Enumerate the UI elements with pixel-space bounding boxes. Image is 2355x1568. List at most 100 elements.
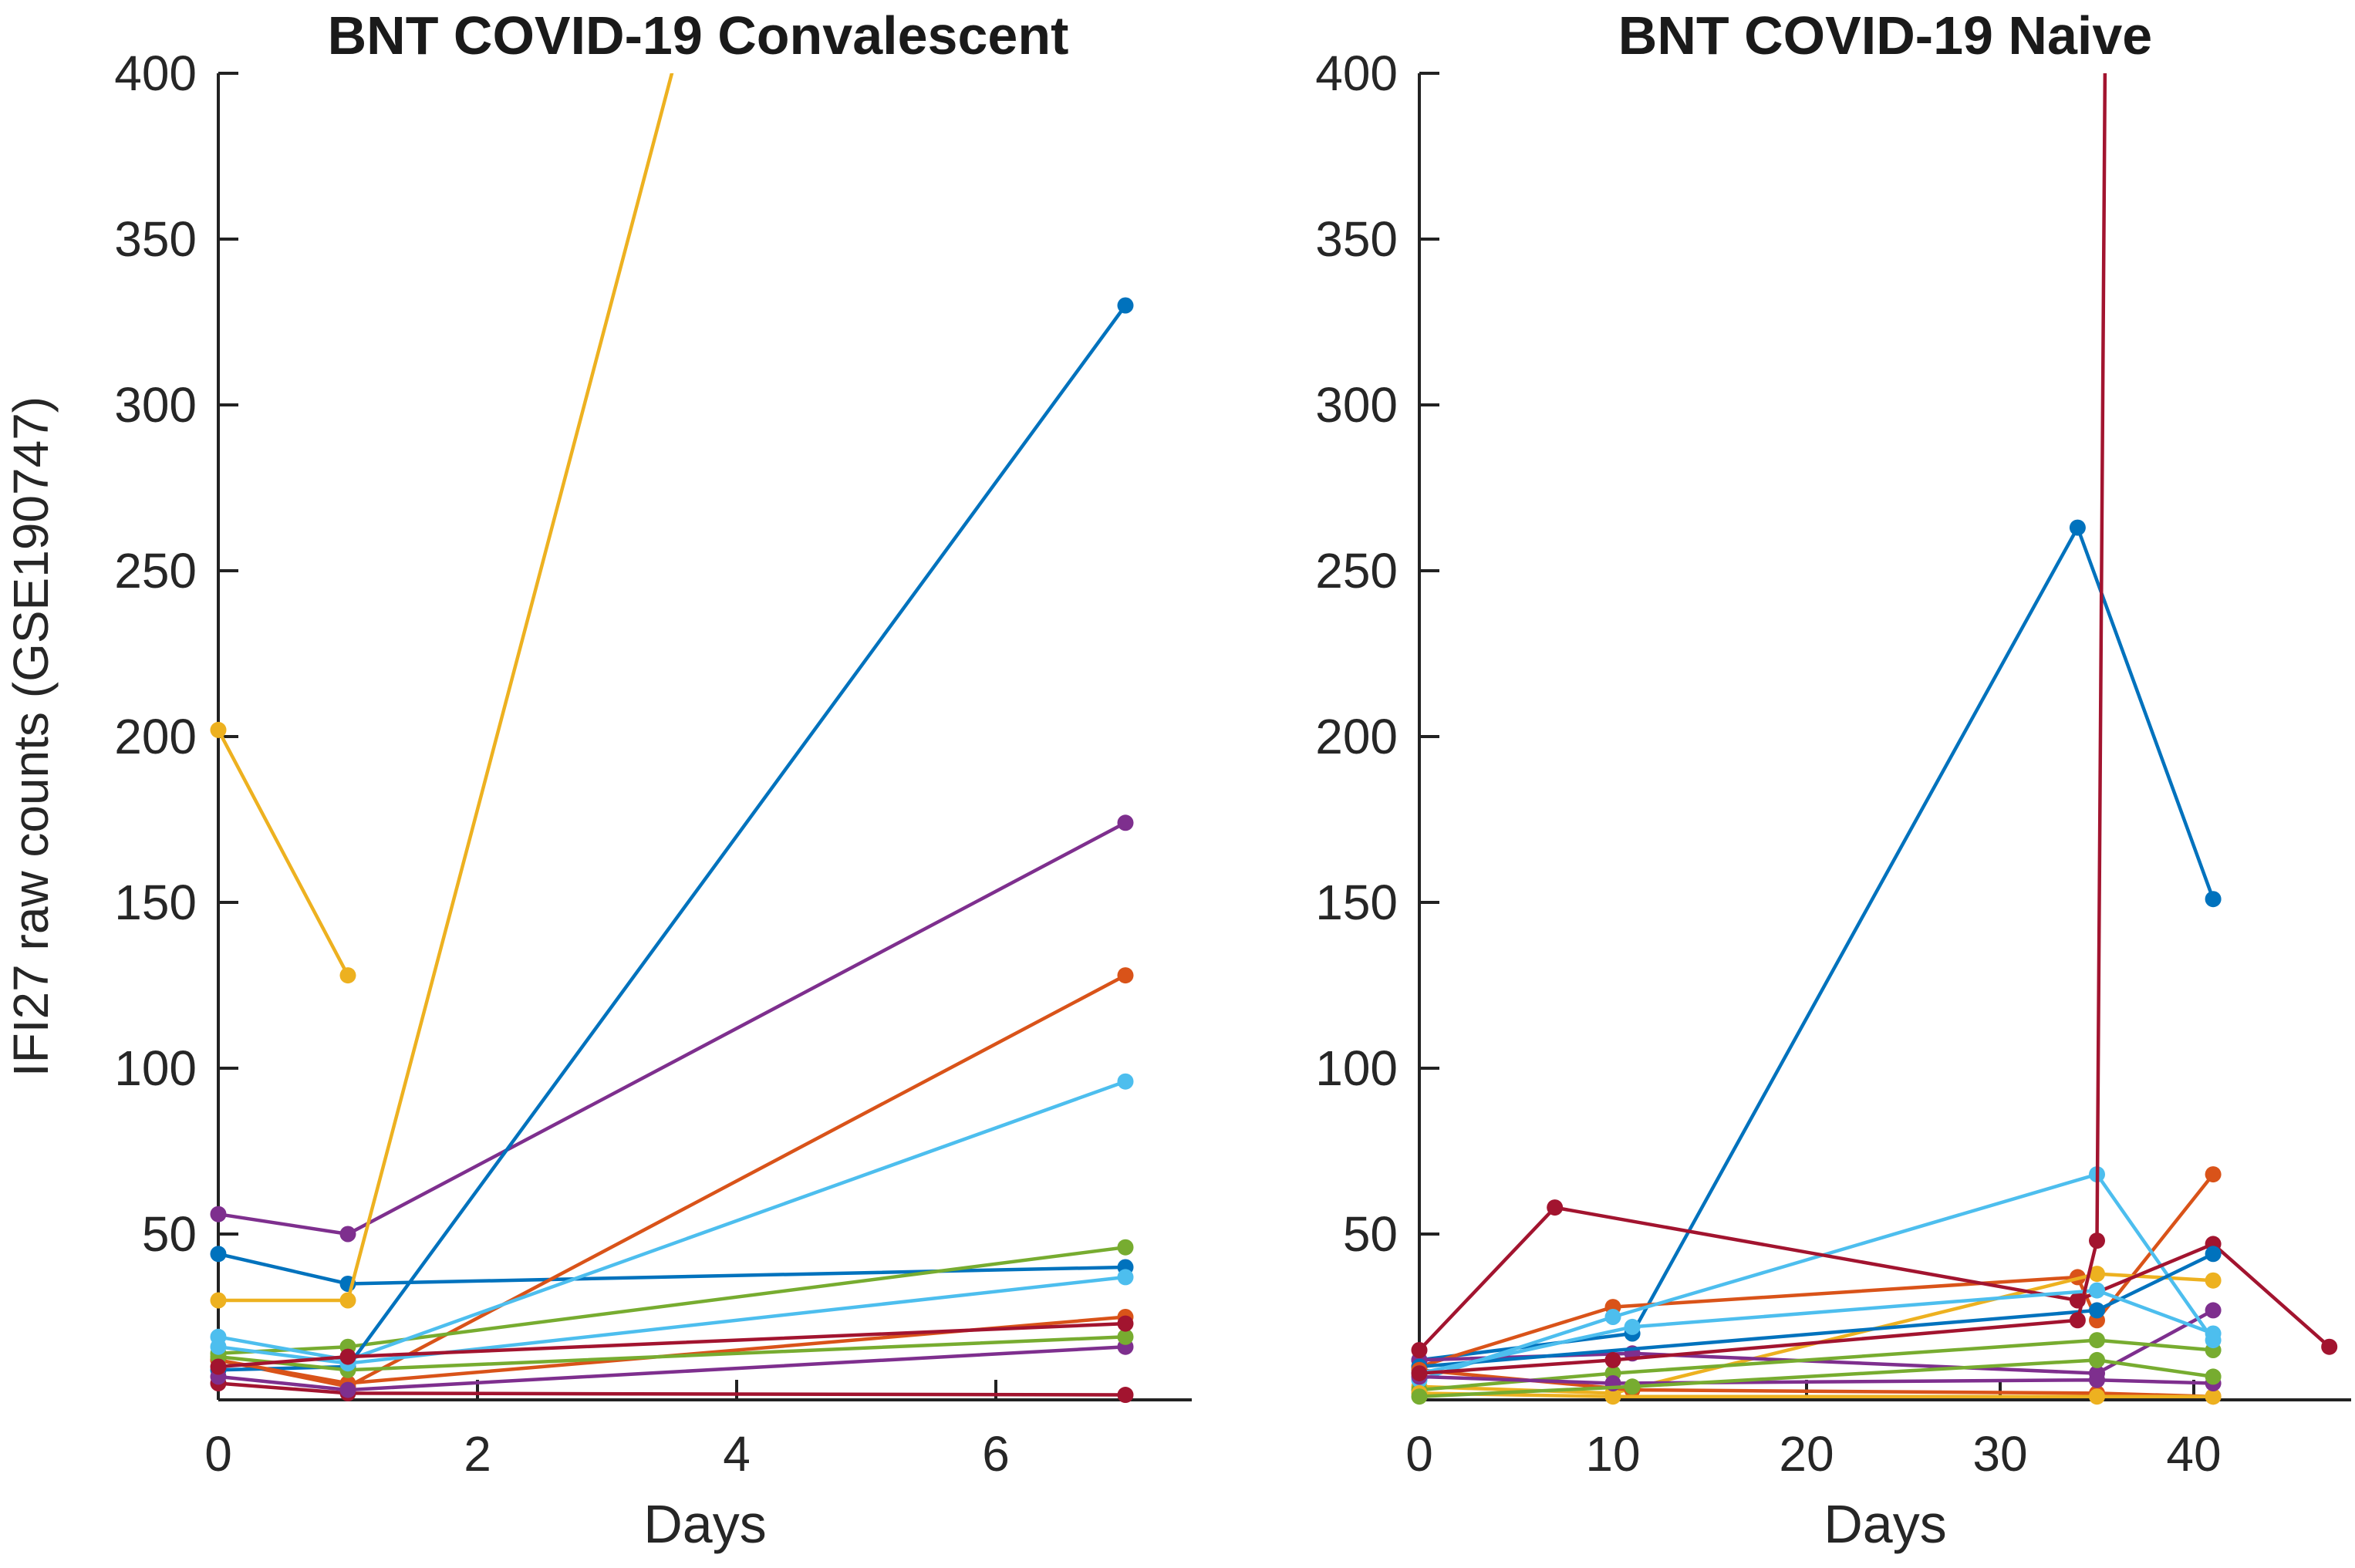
y-tick-label: 150	[114, 875, 197, 930]
series-line	[1417, 73, 2107, 1375]
y-tick-label: 50	[1343, 1206, 1398, 1262]
series-subject-10	[210, 73, 674, 1309]
series-subject-4	[210, 814, 1134, 1243]
series-line	[1417, 1172, 2215, 1382]
y-tick-label: 350	[1315, 211, 1398, 267]
series-subject-3	[210, 721, 356, 984]
data-point-marker	[1117, 967, 1134, 984]
data-point-marker	[1604, 1309, 1621, 1325]
y-tick-label: 350	[114, 211, 197, 267]
series-subject-10	[1411, 1384, 2222, 1405]
series-line	[1417, 1374, 2215, 1385]
series-line	[1417, 1358, 2215, 1398]
data-point-marker	[1624, 1318, 1641, 1335]
series-line	[216, 821, 1128, 1236]
y-tick-label: 50	[142, 1206, 197, 1262]
y-tick-label: 200	[1315, 709, 1398, 764]
x-tick-label: 30	[1972, 1426, 2027, 1482]
y-tick-label: 200	[114, 709, 197, 764]
data-point-marker	[2089, 1371, 2105, 1388]
data-point-marker	[1117, 1239, 1134, 1256]
data-point-marker	[1117, 1328, 1134, 1345]
series-subject-14	[210, 1315, 1134, 1375]
data-point-marker	[210, 721, 227, 738]
data-point-marker	[1411, 1342, 1428, 1358]
series-line	[216, 728, 350, 977]
y-axis-label: IFI27 raw counts (GSE190747)	[3, 396, 59, 1077]
x-tick-label: 4	[723, 1426, 751, 1482]
data-point-marker	[1604, 1388, 1621, 1405]
data-point-marker	[2069, 519, 2086, 536]
data-point-marker	[2321, 1338, 2338, 1355]
x-tick-label: 40	[2166, 1426, 2221, 1482]
data-point-marker	[210, 1206, 227, 1222]
y-tick-label: 250	[114, 543, 197, 599]
data-point-marker	[2089, 1232, 2105, 1249]
data-point-marker	[2205, 1246, 2222, 1263]
data-point-marker	[2205, 1368, 2222, 1385]
y-tick-label: 400	[1315, 46, 1398, 101]
x-axis-label: Days	[643, 1494, 766, 1554]
y-tick-label: 250	[1315, 543, 1398, 599]
data-point-marker	[1117, 1269, 1134, 1286]
y-tick-label: 100	[1315, 1040, 1398, 1096]
data-point-marker	[1411, 1388, 1428, 1405]
data-point-marker	[1117, 1073, 1134, 1090]
data-point-marker	[2205, 1325, 2222, 1342]
series-line	[216, 1079, 1128, 1362]
series-subject-12	[1411, 1351, 2222, 1405]
y-tick-label: 400	[114, 46, 197, 101]
data-point-marker	[210, 1338, 227, 1355]
x-tick-label: 6	[982, 1426, 1010, 1482]
data-point-marker	[1411, 1365, 1428, 1382]
data-point-marker	[2089, 1332, 2105, 1349]
series-line	[216, 973, 1128, 1389]
series-subject-1	[210, 1246, 1134, 1292]
data-point-marker	[2089, 1388, 2105, 1405]
x-tick-label: 0	[1405, 1426, 1433, 1482]
series-line	[1417, 1272, 2215, 1395]
y-tick-label: 150	[1315, 875, 1398, 930]
data-point-marker	[2205, 1388, 2222, 1405]
x-tick-label: 20	[1779, 1426, 1834, 1482]
series-line	[216, 73, 674, 1303]
chart-title: BNT COVID-19 Convalescent	[328, 5, 1069, 66]
x-tick-label: 0	[204, 1426, 232, 1482]
data-point-marker	[2069, 1312, 2086, 1329]
data-point-marker	[339, 1381, 356, 1398]
data-point-marker	[2089, 1266, 2105, 1283]
y-tick-label: 300	[114, 377, 197, 433]
chart-panel-naive: 50 100 150 200 250 300 350 400 0 10 20 30 40 BNT COVI…	[1315, 5, 2351, 1554]
data-point-marker	[2089, 1351, 2105, 1368]
data-point-marker	[210, 1358, 227, 1375]
data-point-marker	[210, 1246, 227, 1263]
series-line	[1417, 1391, 2215, 1398]
data-point-marker	[1624, 1378, 1641, 1395]
data-point-marker	[1117, 814, 1134, 831]
data-point-marker	[1604, 1351, 1621, 1368]
data-point-marker	[339, 1226, 356, 1243]
chart-panel-convalescent: 50 100 150 200 250 300 350 400 0 2 4 6 BNT COVID-19 …	[3, 5, 1192, 1554]
series-subject-14	[1411, 73, 2107, 1382]
data-point-marker	[2205, 891, 2222, 908]
data-point-marker	[2089, 1302, 2105, 1319]
data-point-marker	[339, 967, 356, 984]
x-tick-label: 10	[1585, 1426, 1640, 1482]
data-point-marker	[2205, 1166, 2222, 1183]
series-layer	[210, 73, 1134, 1404]
data-point-marker	[339, 1292, 356, 1309]
series-subject-6	[210, 1073, 1134, 1368]
data-point-marker	[2205, 1302, 2222, 1319]
y-tick-label: 300	[1315, 377, 1398, 433]
x-tick-label: 2	[464, 1426, 491, 1482]
series-line	[1417, 1288, 2215, 1375]
data-point-marker	[210, 1292, 227, 1309]
data-point-marker	[1117, 1315, 1134, 1332]
series-line	[216, 303, 1128, 1372]
chart-title: BNT COVID-19 Naive	[1618, 5, 2152, 66]
data-point-marker	[2205, 1272, 2222, 1289]
data-point-marker	[339, 1348, 356, 1365]
data-point-marker	[2089, 1282, 2105, 1299]
